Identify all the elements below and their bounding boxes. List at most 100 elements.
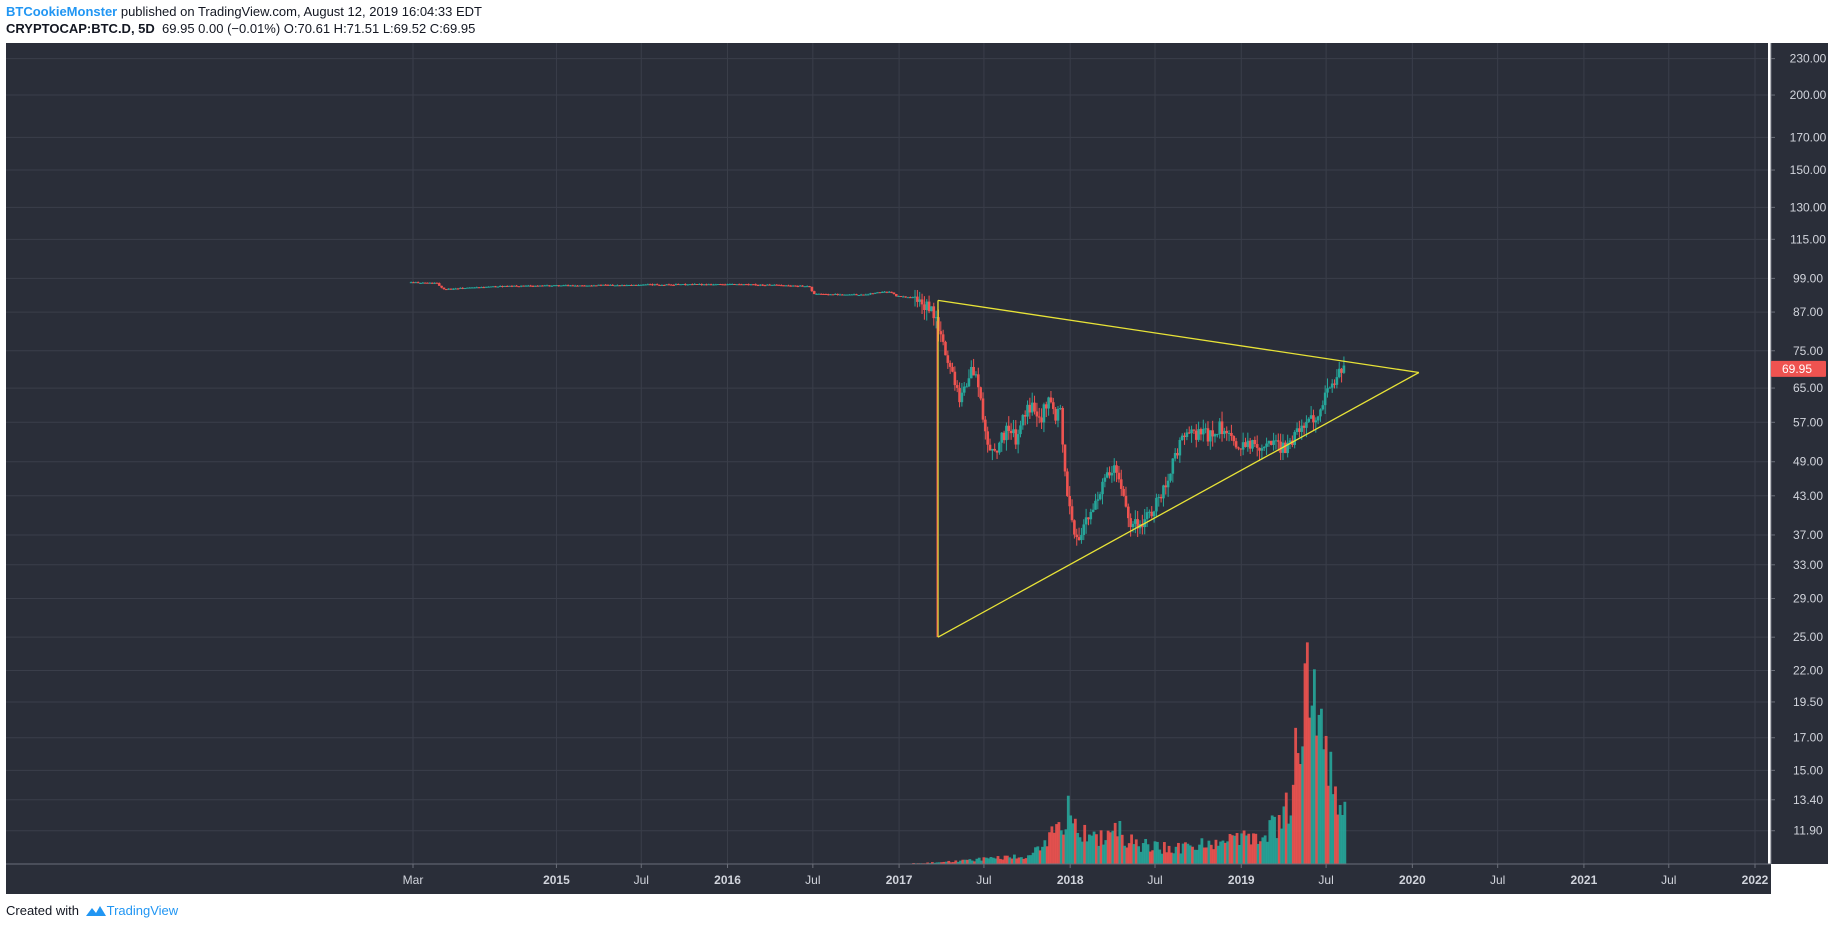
footer: Created with TradingView	[6, 903, 178, 920]
candle-body	[1340, 368, 1343, 373]
volume-bar	[947, 860, 951, 864]
candle-body	[522, 285, 525, 287]
candle-body	[862, 294, 865, 296]
candle-body	[559, 285, 563, 287]
candle-body	[637, 285, 640, 287]
volume-bar	[1162, 842, 1166, 864]
volume-bar	[940, 862, 944, 864]
candle-body	[763, 285, 767, 287]
candle-body	[702, 284, 706, 286]
x-tick-label: Jul	[805, 873, 820, 887]
candle-body	[953, 371, 957, 386]
candle-body	[1061, 408, 1064, 445]
volume-bar	[959, 860, 962, 864]
candle-body	[984, 419, 987, 432]
candle-body	[707, 284, 711, 286]
volume-bar	[975, 858, 979, 864]
candle-body	[634, 284, 638, 286]
tradingview-brand-link[interactable]: TradingView	[106, 903, 179, 918]
candle-body	[848, 294, 851, 296]
candle-body	[1176, 452, 1179, 456]
candle-body	[967, 378, 971, 387]
candle-body	[1269, 440, 1273, 445]
candle-body	[421, 282, 425, 284]
volume-bar	[1071, 823, 1075, 864]
candle-body	[609, 284, 612, 286]
candle-body	[625, 285, 629, 287]
x-tick-label: Jul	[1490, 873, 1505, 887]
candle-body	[962, 386, 966, 393]
volume-bar	[1205, 847, 1208, 864]
candle-body	[1251, 439, 1254, 449]
triangle-trendlines[interactable]	[936, 299, 1420, 638]
candle-body	[712, 284, 715, 286]
volume-bar	[1141, 843, 1145, 864]
candle-body	[1194, 430, 1198, 440]
candle-body	[958, 387, 961, 403]
volume-bar	[1109, 832, 1112, 864]
volume-bar	[1083, 824, 1087, 864]
candle-body	[1164, 485, 1168, 488]
volume-bar	[1268, 820, 1272, 864]
candle-body	[794, 285, 797, 287]
candle-body	[744, 284, 748, 286]
volume-bar	[1280, 828, 1283, 864]
candle-body	[662, 284, 666, 286]
candle-body	[562, 285, 565, 287]
volume-bar	[1331, 794, 1335, 864]
volume-bar	[1298, 764, 1302, 864]
candle-body	[1255, 444, 1259, 448]
chart-header: BTCookieMonster published on TradingView…	[6, 3, 482, 39]
candle-body	[592, 285, 596, 287]
price-axis[interactable]: 230.00 200.00 170.00 150.00 130.00 115.00 99.0…	[1770, 43, 1828, 864]
volume-bar	[1202, 847, 1206, 864]
candle-body	[1237, 447, 1240, 449]
x-tick-label: 2017	[886, 873, 913, 887]
candle-body	[653, 284, 657, 286]
volume-bar	[933, 862, 937, 864]
candle-body	[1230, 432, 1233, 437]
time-axis[interactable]: Mar 2015 Jul 2016 Jul 2017 Jul 2018 Jul 2019 Jul 20…	[6, 863, 1771, 894]
candle-body	[1244, 442, 1247, 447]
candle-body	[1216, 434, 1219, 436]
volume-bar	[1073, 818, 1077, 864]
candle-body	[1209, 430, 1212, 442]
candle-body	[416, 282, 420, 284]
candle-body	[789, 285, 793, 287]
candle-body	[437, 283, 441, 286]
price-chart[interactable]: 230.00 200.00 170.00 150.00 130.00 115.00 99.0…	[0, 0, 1828, 900]
symbol-label: CRYPTOCAP:BTC.D, 5D	[6, 21, 155, 36]
candle-body	[517, 286, 521, 288]
candle-body	[1300, 425, 1304, 432]
candle-body	[808, 286, 811, 288]
volume-bar	[937, 862, 941, 864]
candle-body	[1023, 415, 1027, 417]
volume-bar	[1245, 835, 1248, 864]
candle-body	[440, 285, 443, 288]
trendline-0	[937, 299, 1420, 374]
candle-body	[1087, 517, 1090, 520]
volume-bar	[1226, 841, 1230, 864]
candle-body	[543, 285, 547, 287]
candle-body	[1342, 365, 1346, 373]
candle-body	[859, 294, 863, 296]
candle-body	[1126, 506, 1130, 519]
volume-bar	[1252, 833, 1255, 864]
volume-bar	[1031, 852, 1035, 864]
candle-body	[524, 285, 528, 287]
volume-bar	[1327, 785, 1330, 864]
tradingview-logo-icon[interactable]	[85, 905, 107, 920]
candle-body	[878, 292, 882, 294]
candle-body	[737, 284, 741, 286]
volume-bar	[1015, 858, 1019, 864]
candle-body	[1227, 432, 1231, 434]
candle-body	[1328, 387, 1332, 389]
volume-bar	[1308, 717, 1312, 864]
candle-body	[991, 448, 994, 451]
author-link[interactable]: BTCookieMonster	[6, 4, 118, 19]
volume-bar	[1212, 849, 1216, 864]
candle-body	[1117, 472, 1121, 480]
volume-bar	[1329, 751, 1333, 864]
volume-bar	[1064, 829, 1068, 864]
candle-body	[1134, 519, 1137, 524]
